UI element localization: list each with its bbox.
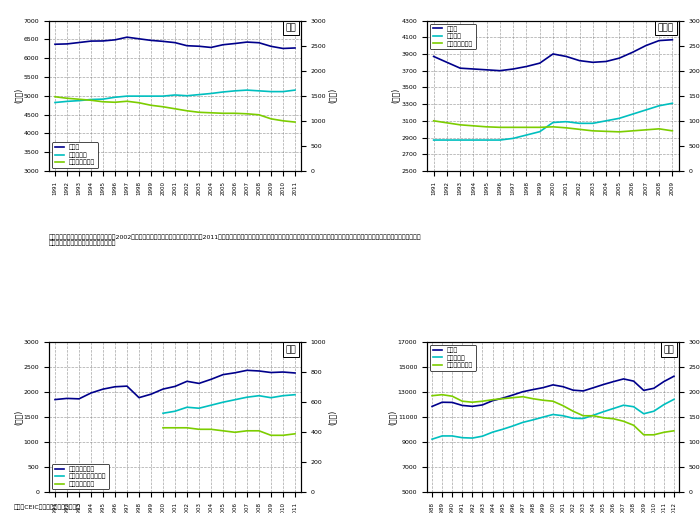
Legend: 全産業, 製造業以外, 製造業（右軸）: 全産業, 製造業以外, 製造業（右軸） — [52, 142, 98, 168]
Text: 韓国: 韓国 — [285, 345, 296, 354]
Text: 日本: 日本 — [285, 24, 296, 32]
Y-axis label: (万人): (万人) — [391, 88, 400, 103]
Legend: 就業者（左軸）, 製造業以外　（左軸）, 製造業（右軸）: 就業者（左軸）, 製造業以外 （左軸）, 製造業（右軸） — [52, 464, 109, 489]
Text: 資料：CEICデータベースから作成。: 資料：CEICデータベースから作成。 — [14, 505, 81, 510]
Y-axis label: (万人): (万人) — [387, 410, 396, 425]
Y-axis label: (万人): (万人) — [13, 410, 22, 425]
Y-axis label: (万人): (万人) — [328, 410, 337, 425]
Y-axis label: (万人): (万人) — [328, 88, 337, 103]
Y-axis label: (万人): (万人) — [13, 88, 22, 103]
Legend: 全産業, 製造業以外, 製造業（右軸）: 全産業, 製造業以外, 製造業（右軸） — [430, 345, 476, 371]
Text: ドイツ: ドイツ — [658, 24, 674, 32]
Text: 米国: 米国 — [663, 345, 674, 354]
Legend: 全産業, 非製造業, 製造業（右軸）: 全産業, 非製造業, 製造業（右軸） — [430, 24, 476, 49]
Text: 備考：日本標準産業分類の改定により、2002年の前後でデータは非連続である。日本の2011年のデータは、岩手県、宮城県及び福島県の結果について補完的な推計を行い: 備考：日本標準産業分類の改定により、2002年の前後でデータは非連続である。日本… — [49, 234, 421, 246]
